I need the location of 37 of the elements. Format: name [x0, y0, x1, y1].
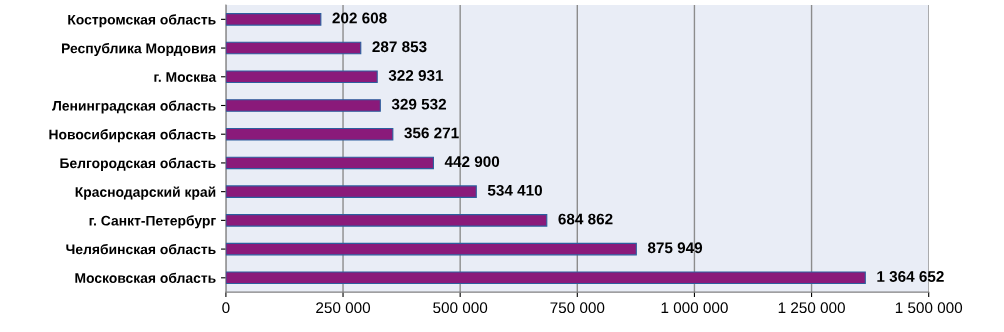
- data-label: 1 364 652: [877, 271, 944, 282]
- data-label: 322 931: [388, 70, 444, 81]
- x-tick-label: 750 000: [550, 302, 605, 314]
- data-label: 287 853: [372, 41, 427, 53]
- y-tick-label: Краснодарский край: [75, 186, 216, 200]
- bar: [225, 214, 548, 227]
- bar: [225, 70, 378, 84]
- y-tick-label: г. Москва: [154, 72, 217, 82]
- data-label: 356 271: [404, 127, 459, 139]
- bar: [225, 185, 477, 198]
- x-tick-label: 1 500 000: [895, 302, 963, 314]
- y-tick-label: Белгородская область: [60, 157, 216, 171]
- bar: [225, 13, 322, 26]
- y-tick-label: Московская область: [75, 272, 216, 283]
- data-label: 329 532: [391, 98, 447, 110]
- data-label: 875 949: [647, 242, 703, 254]
- x-tick-label: 250 000: [316, 302, 371, 314]
- x-tick-label: 500 000: [433, 302, 488, 314]
- x-tick-label: 1 000 000: [661, 302, 728, 314]
- data-label: 684 862: [558, 213, 613, 225]
- y-tick-label: Республика Мордовия: [62, 42, 216, 57]
- bar: [225, 271, 866, 285]
- x-tick-label: 1 250 000: [778, 302, 845, 314]
- bar: [225, 127, 394, 141]
- y-tick-label: Костромская область: [68, 14, 216, 28]
- y-tick-label: Челябинская область: [66, 243, 216, 255]
- data-label: 442 900: [444, 156, 500, 168]
- y-tick-label: г. Санкт-Петербург: [89, 215, 216, 229]
- bar: [225, 242, 637, 256]
- bar: [225, 156, 434, 170]
- bar: [225, 41, 362, 55]
- data-label: 534 410: [487, 184, 542, 196]
- y-tick-label: Ленинградская область: [52, 100, 216, 114]
- y-tick-label: Новосибирская область: [49, 129, 216, 143]
- bar: [225, 99, 381, 112]
- data-label: 202 608: [332, 12, 387, 24]
- x-tick-label: 0: [222, 302, 230, 314]
